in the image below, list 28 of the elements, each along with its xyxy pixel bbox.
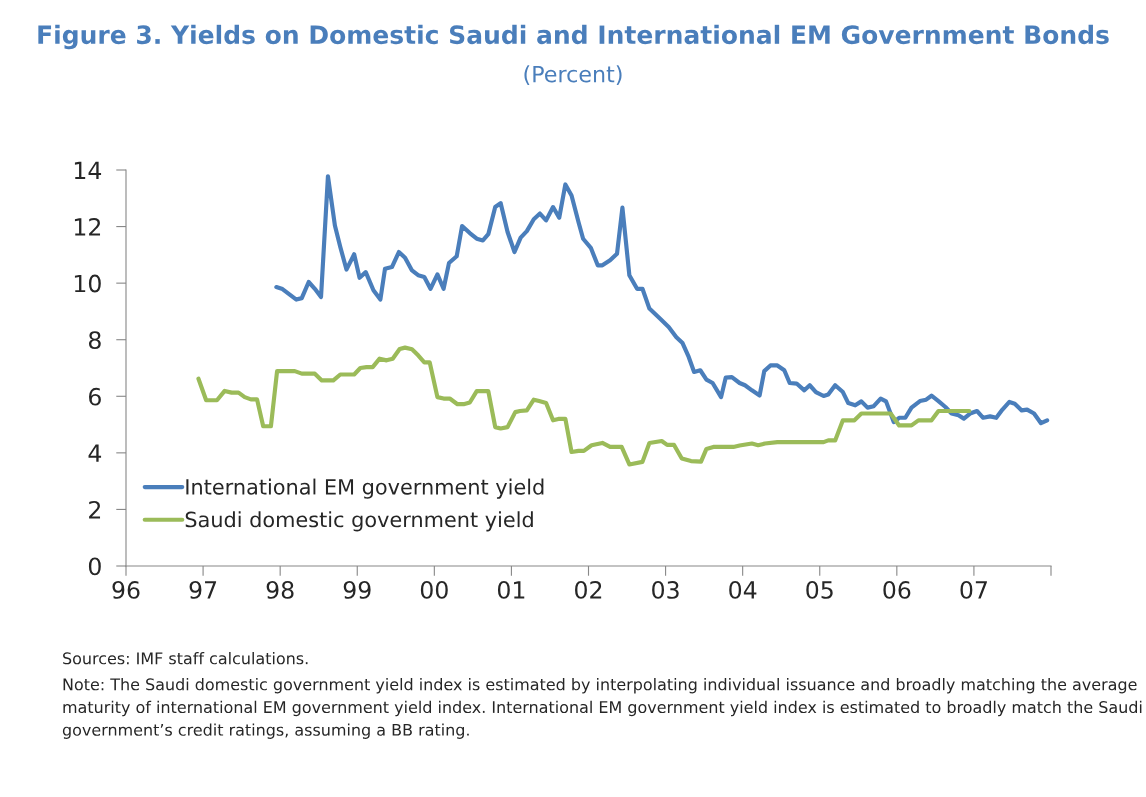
x-tick-label: 02 <box>575 581 602 599</box>
y-tick-label: 6 <box>89 387 101 406</box>
x-tick-label: 01 <box>497 581 525 599</box>
x-tick-label: 07 <box>960 581 987 599</box>
legend-label: International EM government yield <box>186 478 544 499</box>
x-tick-label: 04 <box>729 581 757 599</box>
line-series <box>196 345 972 467</box>
y-tick-label: 10 <box>74 274 101 293</box>
x-tick-label: 96 <box>112 581 140 599</box>
y-tick-label: 8 <box>88 331 101 350</box>
x-tick-label: 98 <box>266 581 294 599</box>
y-tick-label: 2 <box>89 500 101 519</box>
x-tick-label: 06 <box>883 581 911 599</box>
x-tick-label: 00 <box>420 581 448 599</box>
chart-subtitle: (Percent) <box>524 65 622 86</box>
y-tick-label: 0 <box>88 557 101 576</box>
y-tick-label: 12 <box>74 218 101 236</box>
line-series <box>274 174 1050 426</box>
source-note: Sources: IMF staff calculations. <box>63 652 308 665</box>
x-tick-label: 03 <box>652 581 679 599</box>
x-tick-label: 99 <box>343 581 371 599</box>
chart-title: Figure 3. Yields on Domestic Saudi and International EM Government Bonds <box>38 24 1109 50</box>
legend-label: Saudi domestic government yield <box>185 511 533 532</box>
text: Note: The Saudi domestic government yield index is estimated by interpolating individual issuance and broadly matching the average maturity of international EM government yield index. International EM government yield index is estimated to broadly match the Saudi government’s credit ratings, assuming a BB rating. <box>62 678 1142 739</box>
y-tick-label: 14 <box>74 161 102 179</box>
x-tick-label: 97 <box>189 581 217 599</box>
y-tick-label: 4 <box>88 444 102 462</box>
x-tick-label: 05 <box>806 581 833 599</box>
